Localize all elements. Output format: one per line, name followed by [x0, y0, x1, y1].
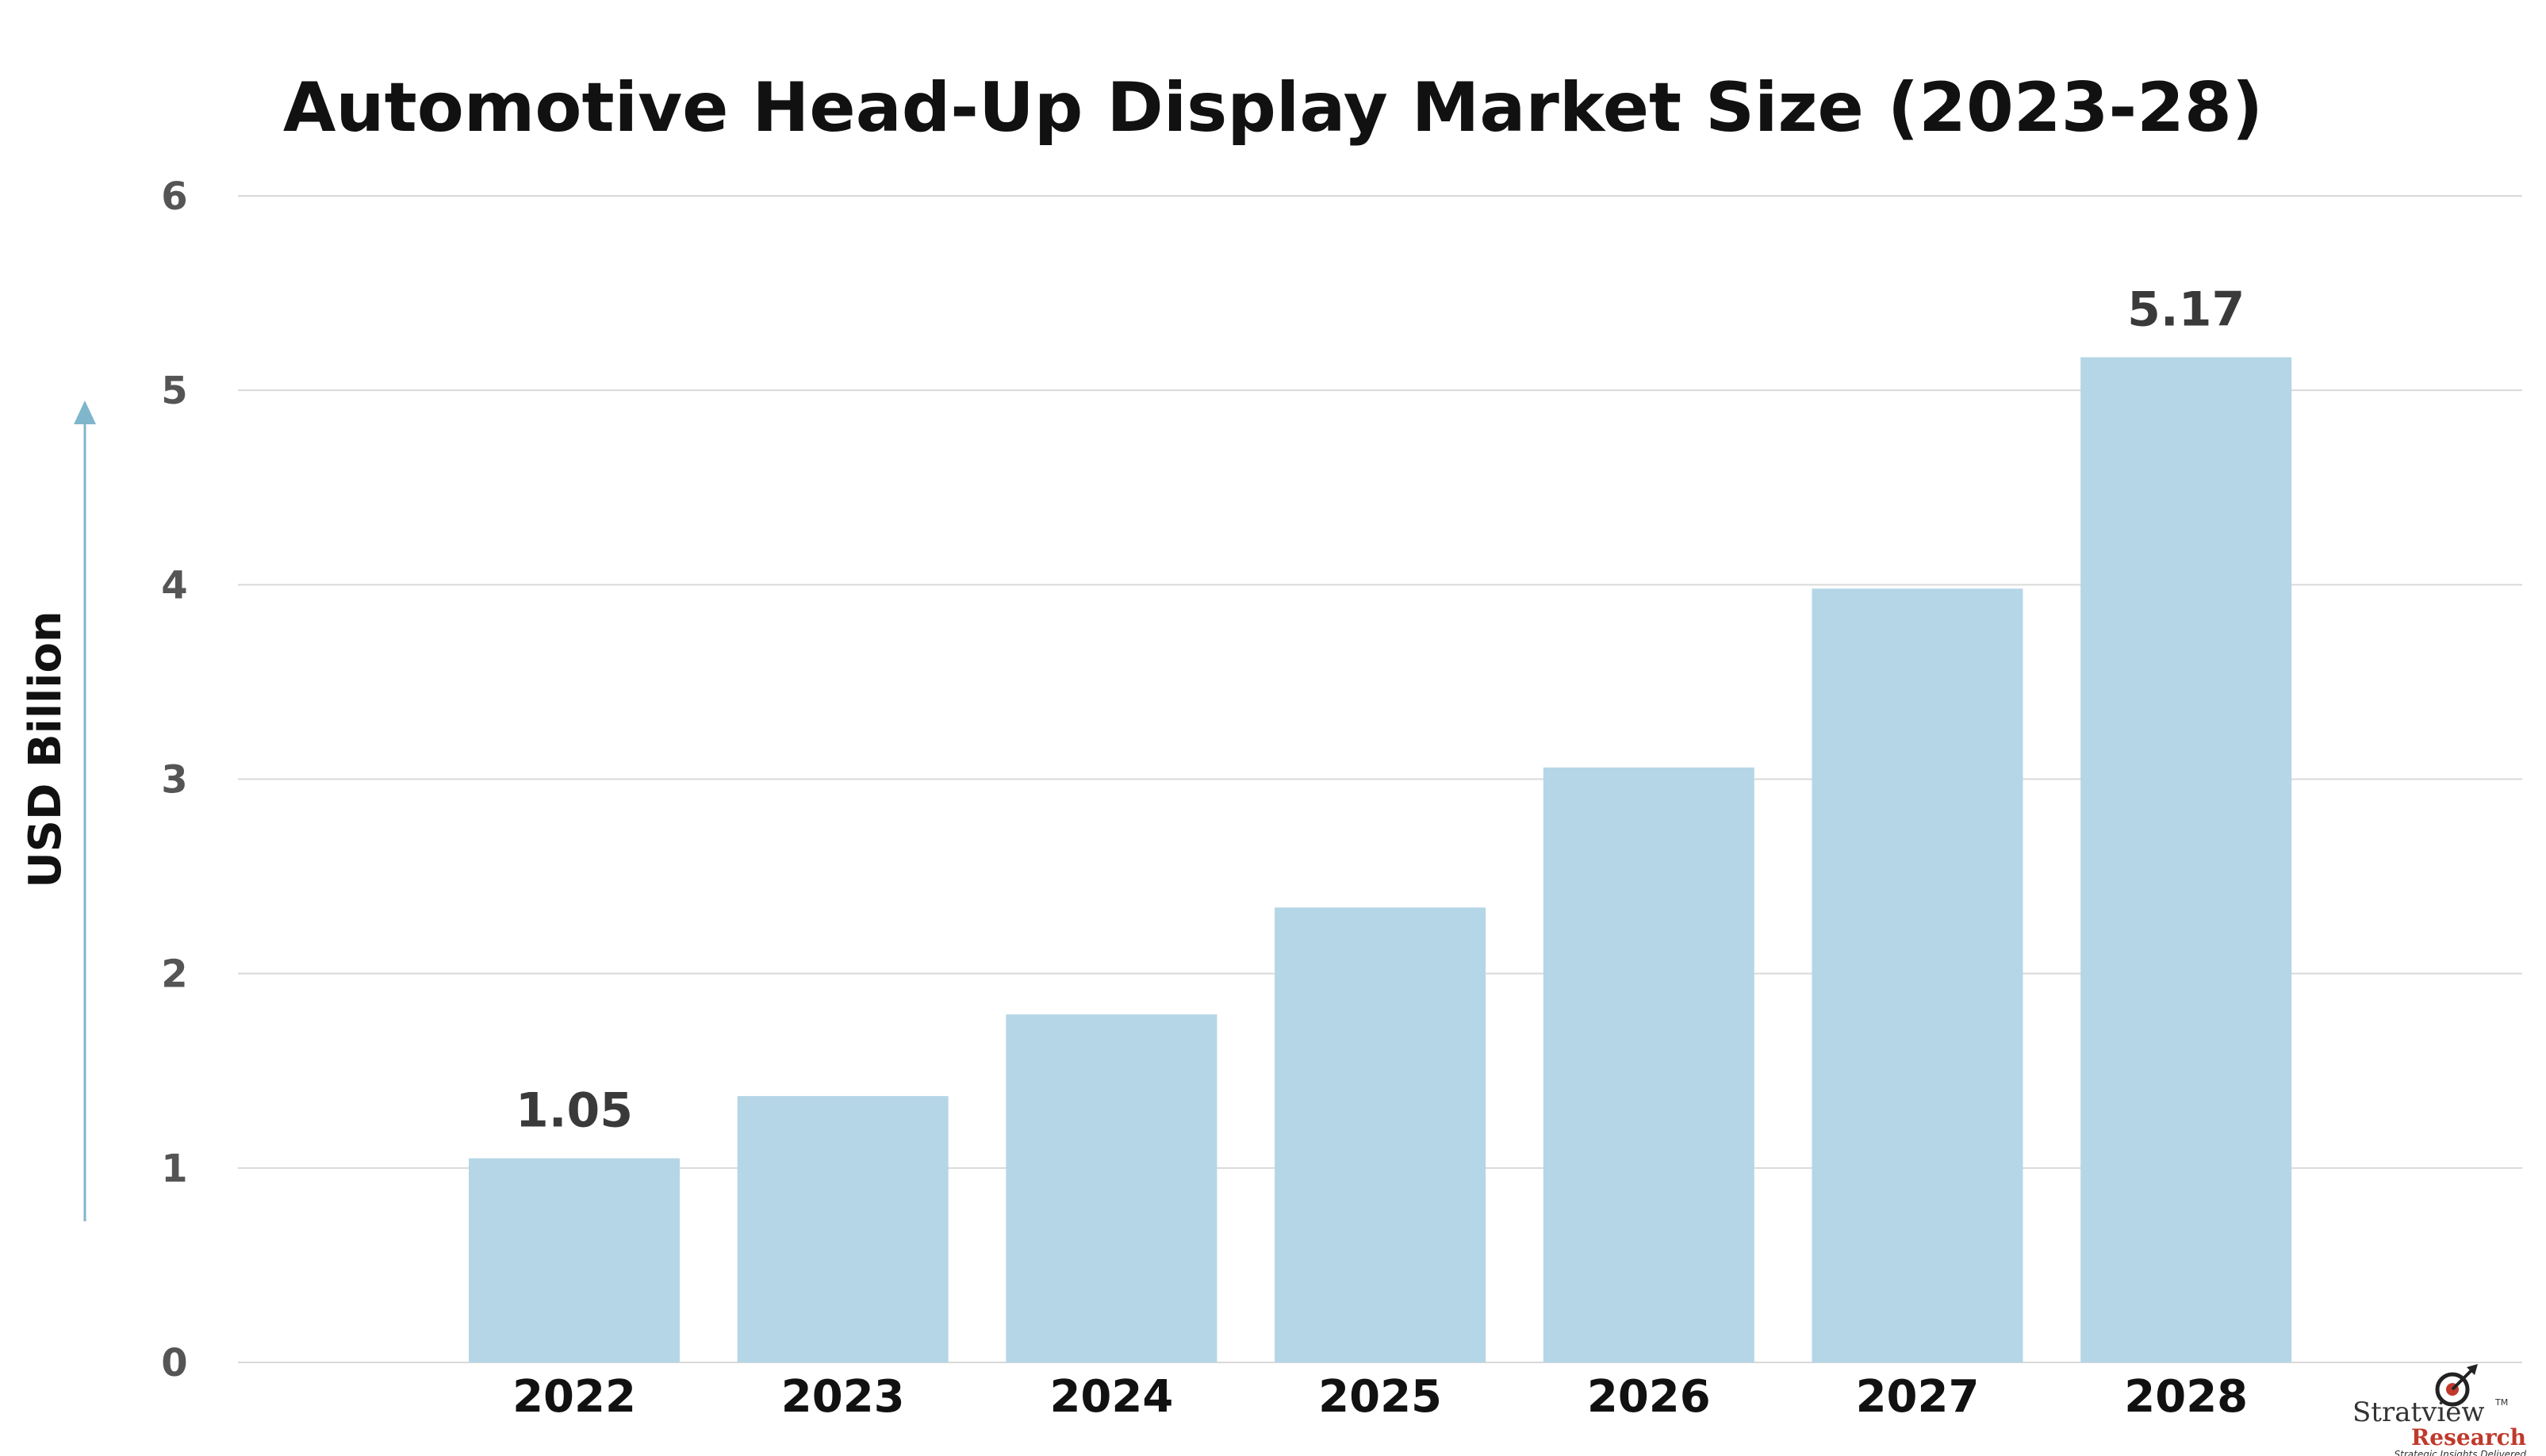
y-tick-label: 6	[161, 174, 187, 219]
bar-2027	[1812, 588, 2023, 1362]
logo-trademark: TM	[2494, 1397, 2508, 1408]
x-tick-label-2028: 2028	[2124, 1371, 2248, 1423]
data-label-2028: 5.17	[2127, 282, 2245, 337]
x-tick-label-2023: 2023	[781, 1371, 905, 1423]
x-tick-label-2022: 2022	[512, 1371, 636, 1423]
chart-title: Automotive Head-Up Display Market Size (…	[283, 68, 2263, 148]
bar-2024	[1006, 1014, 1217, 1362]
logo: Stratview TM Research Strategic Insights…	[2352, 1364, 2526, 1456]
x-tick-label-2024: 2024	[1049, 1371, 1173, 1423]
logo-sub: Research	[2411, 1424, 2526, 1450]
y-tick-label: 3	[161, 758, 187, 803]
y-tick-label: 4	[161, 563, 187, 607]
y-axis-title-group: USD Billion	[20, 400, 96, 1221]
y-tick-label: 2	[161, 952, 187, 997]
bar-2026	[1543, 767, 1754, 1362]
y-axis-arrow-head-icon	[74, 400, 96, 424]
bar-2025	[1275, 907, 1486, 1362]
bar-2023	[737, 1096, 949, 1362]
y-axis-ticks: 0 1 2 3 4 5 6	[161, 174, 187, 1385]
target-icon	[2435, 1364, 2478, 1407]
y-axis-title: USD Billion	[20, 611, 71, 888]
logo-tagline: Strategic Insights Delivered	[2395, 1449, 2527, 1456]
bar-2022	[469, 1158, 680, 1362]
logo-name: Stratview	[2352, 1397, 2484, 1428]
x-axis-ticks: 2022 2023 2024 2025 2026 2027 2028	[512, 1371, 2248, 1423]
y-tick-label: 0	[161, 1341, 187, 1385]
bars	[469, 357, 2292, 1363]
x-tick-label-2026: 2026	[1587, 1371, 1711, 1423]
y-tick-label: 1	[161, 1147, 187, 1191]
x-tick-label-2027: 2027	[1856, 1371, 1980, 1423]
data-labels: 1.05 5.17	[516, 282, 2245, 1138]
x-tick-label-2025: 2025	[1318, 1371, 1442, 1423]
y-tick-label: 5	[161, 369, 187, 413]
data-label-2022: 1.05	[516, 1083, 633, 1139]
bar-2028	[2080, 357, 2292, 1363]
